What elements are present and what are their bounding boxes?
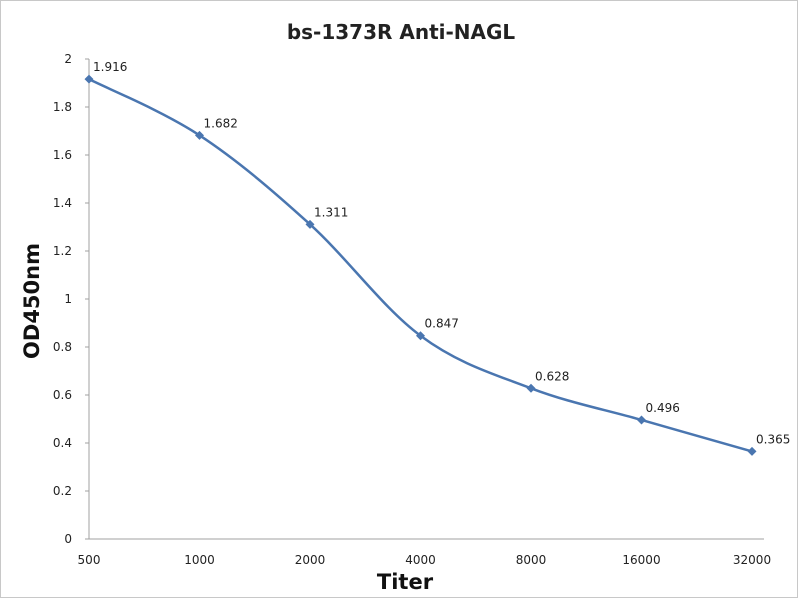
x-tick-label: 32000 <box>733 553 771 567</box>
x-tick-label: 8000 <box>516 553 547 567</box>
y-axis-ticks: 0 0.2 0.4 0.6 0.8 1 1.2 1.4 1.6 1.8 2 <box>53 52 89 546</box>
y-tick-label: 0.2 <box>53 484 72 498</box>
data-label: 1.916 <box>93 60 127 74</box>
x-tick-label: 4000 <box>405 553 436 567</box>
x-tick-label: 500 <box>78 553 101 567</box>
data-label: 0.496 <box>646 401 680 415</box>
data-point-marker <box>747 446 757 456</box>
data-point-marker <box>305 219 315 229</box>
y-axis-label: OD450nm <box>20 243 44 359</box>
x-axis-label: Titer <box>377 570 434 594</box>
chart-title: bs-1373R Anti-NAGL <box>287 20 516 44</box>
data-point-marker <box>416 331 425 341</box>
data-label: 0.365 <box>756 432 790 446</box>
x-tick-label: 1000 <box>184 553 215 567</box>
y-tick-label: 1.2 <box>53 244 72 258</box>
y-tick-label: 1 <box>64 292 72 306</box>
data-point-marker <box>84 74 94 84</box>
data-label: 1.682 <box>204 116 238 130</box>
series-line <box>88 78 753 453</box>
y-tick-label: 1.4 <box>53 196 72 210</box>
data-point-marker <box>637 415 646 425</box>
y-tick-label: 0.4 <box>53 436 72 450</box>
data-label: 0.628 <box>535 369 569 383</box>
x-tick-label: 2000 <box>295 553 326 567</box>
y-tick-label: 1.6 <box>53 148 72 162</box>
data-point-marker <box>195 130 204 140</box>
data-label: 0.847 <box>425 317 459 331</box>
y-tick-label: 0 <box>64 532 72 546</box>
x-axis-ticks: 500 1000 2000 4000 8000 16000 32000 <box>78 553 772 567</box>
data-point-marker <box>526 383 536 393</box>
y-tick-label: 2 <box>64 52 72 66</box>
x-tick-label: 16000 <box>622 553 660 567</box>
y-tick-label: 0.6 <box>53 388 72 402</box>
data-label: 1.311 <box>314 205 348 219</box>
y-tick-label: 0.8 <box>53 340 72 354</box>
series-layer: 1.916 1.682 1.311 0.847 0.628 0.496 0.365 <box>84 60 790 456</box>
y-tick-label: 1.8 <box>53 100 72 114</box>
